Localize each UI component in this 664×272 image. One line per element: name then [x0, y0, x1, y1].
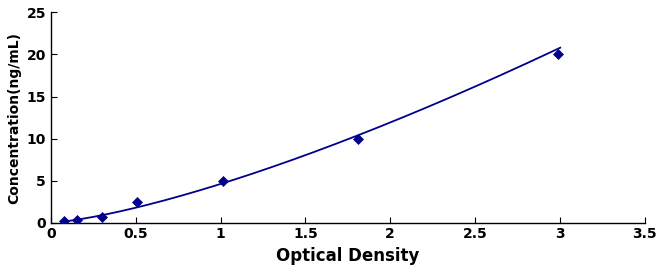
Y-axis label: Concentration(ng/mL): Concentration(ng/mL) [7, 32, 21, 203]
X-axis label: Optical Density: Optical Density [276, 247, 420, 265]
